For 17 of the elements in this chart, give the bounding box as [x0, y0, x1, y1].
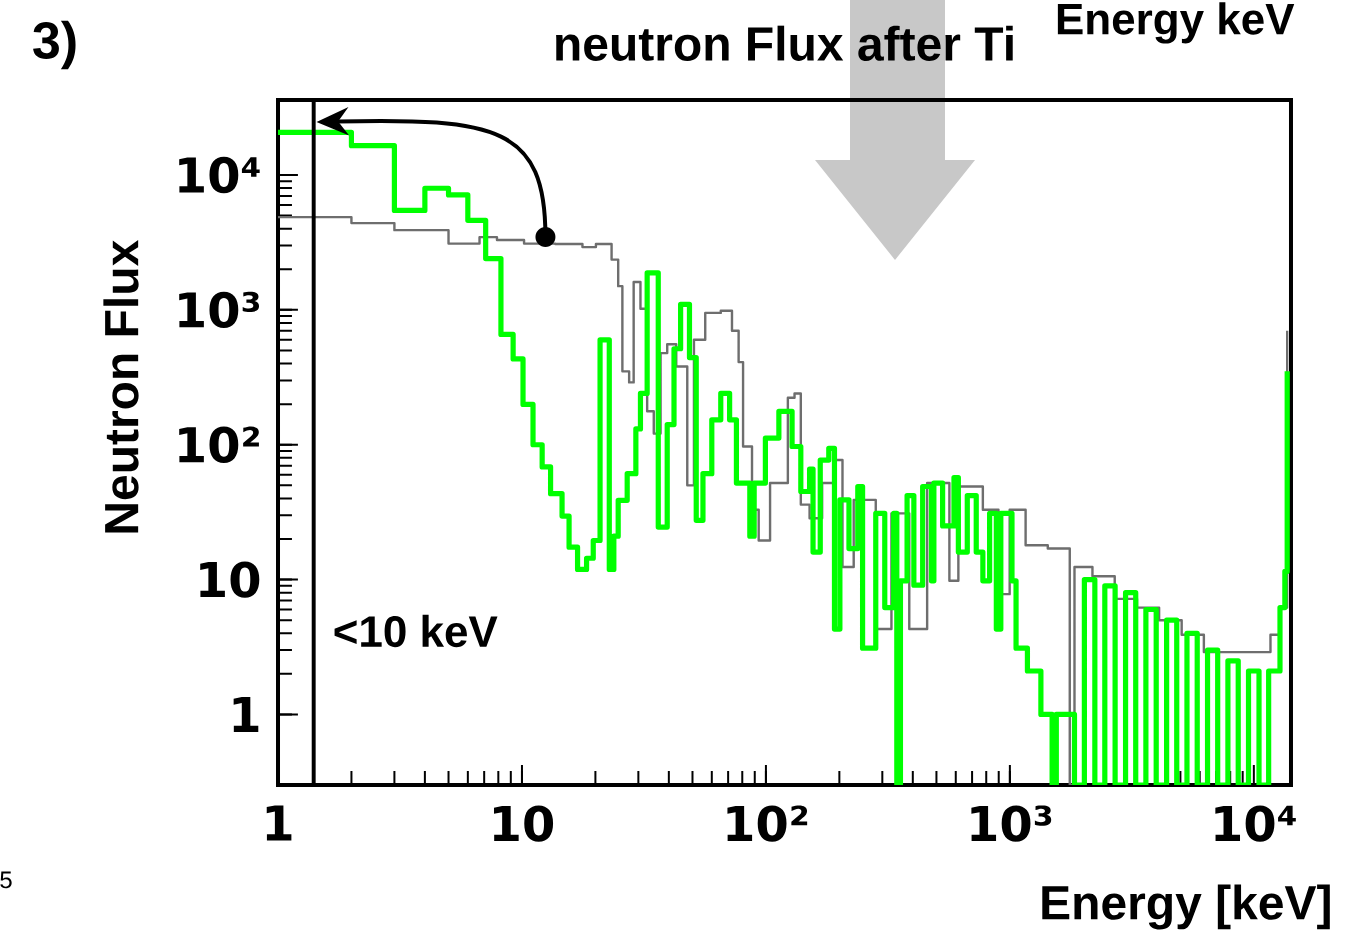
x-tick-label: 10² [727, 805, 808, 842]
text: Energy keV [1057, 2, 1295, 44]
x-tick-label: 1 [266, 805, 292, 841]
y-axis-title: Neutron Flux [103, 240, 139, 533]
x-axis-title: Energy [keV] [1042, 884, 1330, 930]
chart-title: neutron Flux after Ti [556, 25, 1013, 61]
y-tick-label: 10⁴ [179, 156, 260, 194]
y-tick-label: 10 [200, 561, 260, 598]
y-tick-label: 1 [233, 696, 259, 732]
x-tick-label: 10⁴ [1215, 805, 1296, 842]
ref-line-label: <10 keV [334, 614, 498, 648]
x-tick-label: 10³ [971, 805, 1052, 842]
y-tick-label: 10² [179, 426, 259, 463]
y-tick-label: 10³ [179, 291, 260, 329]
x-tick-label: 10 [493, 805, 554, 842]
text: 3) [33, 20, 76, 70]
text: 5 [0, 871, 12, 889]
